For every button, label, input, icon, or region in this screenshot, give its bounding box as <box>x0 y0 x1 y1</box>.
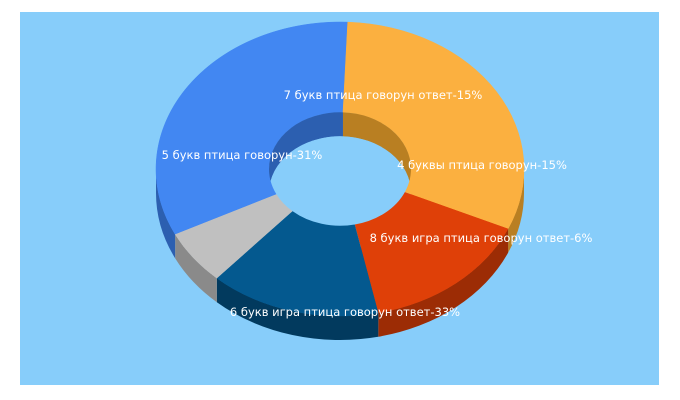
slice-side-3 <box>378 228 509 337</box>
slice-side-1 <box>156 169 176 259</box>
slice-inner-wall-1 <box>269 112 343 193</box>
slice-inner-wall-2 <box>342 112 411 193</box>
slice-side-4 <box>216 278 379 341</box>
slice-label-5: 8 букв игра птица говорун ответ-6% <box>370 231 593 245</box>
donut-chart: 6 букв игра птица говорун ответ-33% 5 бук… <box>155 21 593 341</box>
slice-side-5 <box>175 234 217 303</box>
chart-background: 6 букв игра птица говорун ответ-33% 5 бук… <box>20 12 659 385</box>
slice-label-1: 6 букв игра птица говорун ответ-33% <box>230 305 460 319</box>
donut-lip <box>156 169 524 316</box>
slice-side-2 <box>508 169 524 253</box>
slice-label-2: 5 букв птица говорун-31% <box>162 148 323 162</box>
slice-label-4: 4 буквы птица говорун-15% <box>397 158 567 172</box>
slice-label-3: 7 букв птица говорун ответ-15% <box>284 88 483 102</box>
